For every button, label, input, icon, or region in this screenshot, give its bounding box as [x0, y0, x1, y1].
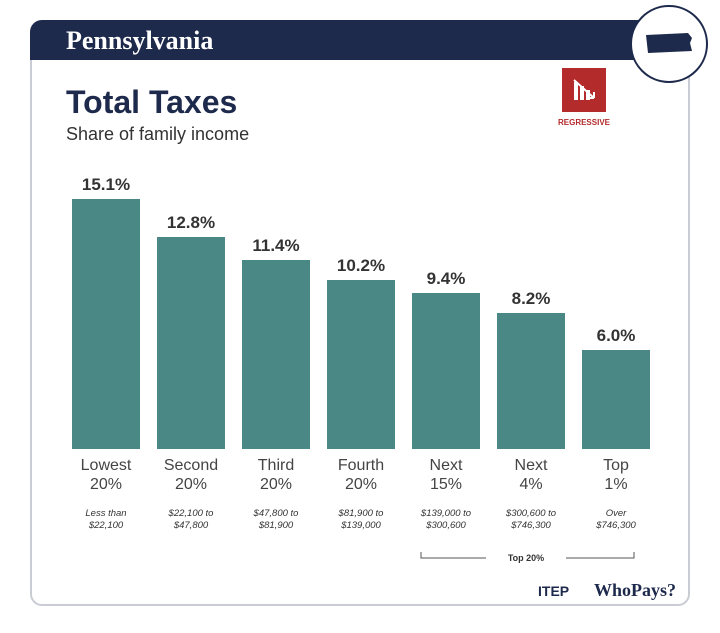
bar	[497, 313, 565, 449]
value-label: 8.2%	[511, 289, 551, 309]
bar	[412, 293, 480, 449]
category-label: Lowest 20%	[72, 456, 140, 494]
income-range: $22,100 to $47,800	[168, 508, 214, 531]
value-label: 6.0%	[596, 325, 636, 345]
category-label: Top 1%	[582, 456, 650, 494]
header-bar	[30, 20, 670, 60]
bar	[72, 199, 140, 449]
category-label: Fourth 20%	[327, 456, 395, 494]
icon	[573, 79, 595, 100]
bar	[157, 237, 225, 449]
category-label: Next 4%	[497, 456, 565, 494]
category-label: Third 20%	[242, 456, 310, 494]
icon-bar	[586, 90, 590, 100]
income-range: $47,800 to $81,900	[253, 508, 299, 531]
category-text: Top 1%	[603, 457, 629, 493]
category-text: Fourth 20%	[337, 457, 385, 493]
category-text: Lowest 20%	[80, 457, 132, 493]
source-brand: WhoPays?	[594, 580, 677, 600]
bar	[582, 349, 650, 449]
icon-arrow	[573, 79, 595, 99]
state-name: Pennsylvania	[66, 26, 214, 55]
income-range: Over $746,300	[596, 508, 636, 531]
category-label: Second 20%	[157, 456, 225, 494]
bar	[327, 280, 395, 449]
income-range: $81,900 to $139,000	[338, 508, 384, 531]
category-text: Third 20%	[257, 457, 295, 493]
regressive-icon	[562, 68, 606, 112]
income-range: Less than $22,100	[85, 508, 127, 531]
value-label: 10.2%	[336, 256, 386, 276]
value-label: 11.4%	[252, 236, 300, 256]
income-range: $139,000 to $300,600	[420, 508, 472, 531]
value-label: 15.1%	[81, 175, 131, 194]
bracket-line	[420, 552, 635, 559]
state-shape	[646, 33, 692, 53]
chart-subtitle: Share of family income	[66, 124, 250, 144]
source-logo: ITEP	[538, 583, 570, 599]
income-range: $300,600 to $746,300	[505, 508, 557, 531]
value-label: 9.4%	[426, 269, 466, 289]
category-label: Next 15%	[412, 456, 480, 494]
category-text: Second 20%	[163, 457, 219, 493]
icon-bar	[574, 82, 578, 100]
chart-title: Total Taxes	[66, 84, 238, 120]
icon-bar	[580, 86, 584, 100]
regressive-label: REGRESSIVE	[557, 118, 610, 127]
category-text: Next 15%	[429, 457, 463, 493]
state-badge	[630, 5, 708, 83]
value-label: 12.8%	[166, 213, 216, 233]
bracket-label: Top 20%	[507, 553, 545, 563]
pa-outline	[646, 33, 692, 53]
category-text: Next 4%	[514, 457, 548, 493]
bar	[242, 260, 310, 449]
